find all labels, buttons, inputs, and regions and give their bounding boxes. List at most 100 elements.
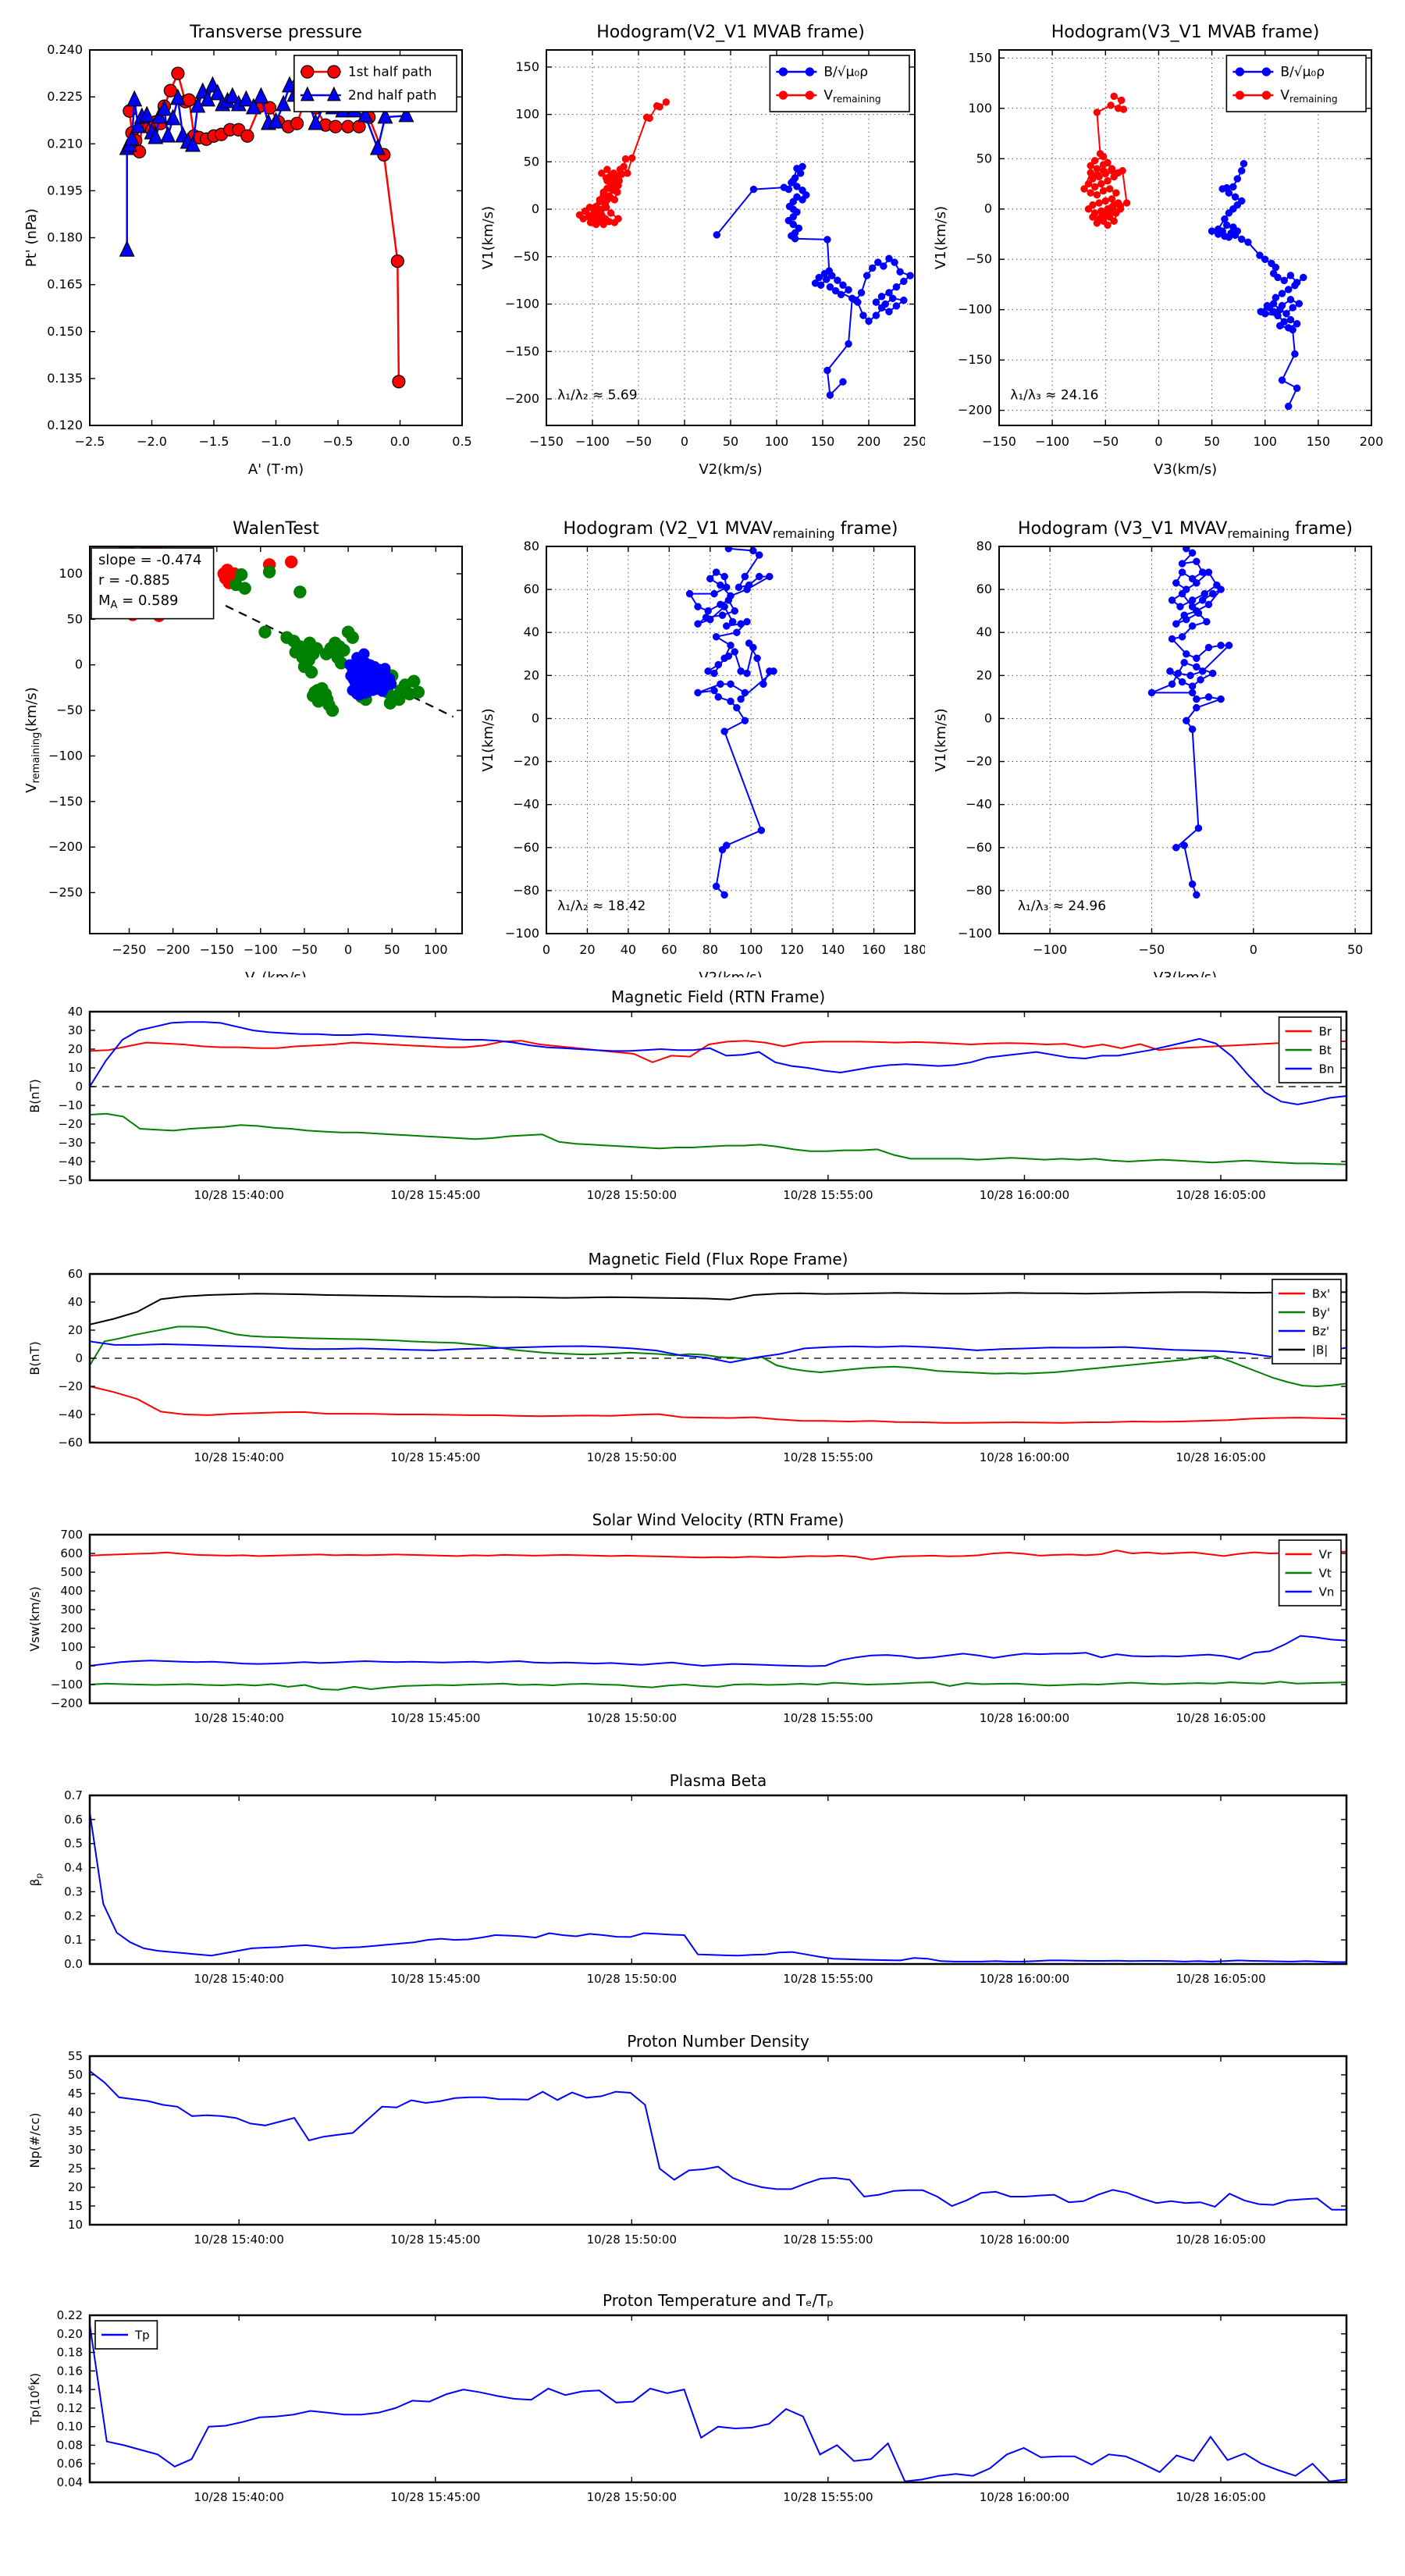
magnetic-field-rtn-plot: 10/28 15:40:00 10/28 15:45:00 10/28 15:50:… <box>16 977 1389 1219</box>
walen-test-plot: −250 −200 −150 −100 −50 0 50 100 −250 −200 −150 −10… <box>16 506 484 1005</box>
chart-title: Transverse pressure <box>189 23 362 42</box>
y-tick-label: −100 <box>51 1678 83 1692</box>
y-tick-label: −150 <box>958 352 992 367</box>
y-tick-label: 0.195 <box>47 183 83 197</box>
y-tick-label: 20 <box>68 1323 83 1337</box>
x-tick-label: 10/28 16:05:00 <box>1176 2490 1265 2504</box>
y-tick-label: 40 <box>976 624 992 639</box>
ticks: 10/28 15:40:00 10/28 15:45:00 10/28 15:50:… <box>68 2049 1346 2247</box>
y-tick-label: 0.225 <box>47 89 83 104</box>
y-tick-label: −60 <box>58 1436 83 1450</box>
series-Tp <box>90 2324 1346 2482</box>
series-group <box>90 2324 1346 2482</box>
y-axis-label: V1(km/s) <box>933 708 949 771</box>
x-tick-label: 150 <box>1307 434 1331 449</box>
x-tick-label: 10/28 16:00:00 <box>980 1711 1069 1725</box>
y-tick-label: 20 <box>68 1042 83 1056</box>
proton-temperature-plot: 10/28 15:40:00 10/28 15:45:00 10/28 15:50:… <box>16 2281 1389 2539</box>
x-tick-label: 10/28 15:55:00 <box>783 1972 873 1986</box>
y-tick-label: 0 <box>984 201 992 216</box>
y-tick-label: −200 <box>51 1696 83 1710</box>
ticks: −150 −100 −50 0 50 100 150 200 −200 −150 −100 −50 0 5… <box>958 50 1383 449</box>
y-tick-label: 0.2 <box>64 1909 83 1923</box>
series-Bz-prime <box>90 1340 1346 1364</box>
legend: Br Bt Bn <box>1278 1016 1342 1083</box>
x-tick-label: 180 <box>903 942 927 957</box>
y-tick-label: 0.1 <box>64 1933 83 1947</box>
markers-mid-points <box>229 565 425 717</box>
y-tick-label: −40 <box>58 1407 83 1421</box>
markers-B-path <box>1147 546 1233 899</box>
chart-hodogram-v2v1-mvav: 0 20 40 60 80 100 120 140 160 180 −100 −80 −60 −40 −20… <box>472 506 937 1005</box>
x-tick-label: 10/28 16:00:00 <box>980 2233 1069 2247</box>
y-tick-label: 0.3 <box>64 1884 83 1898</box>
series-B-path <box>688 547 776 896</box>
axes-frame <box>89 546 463 934</box>
chart-hodogram-v2v1-mvab: −150 −100 −50 0 50 100 150 200 250 −200 −150 −100 −5… <box>472 9 937 497</box>
y-tick-label: 0.7 <box>64 1788 83 1802</box>
y-tick-label: −250 <box>48 884 83 899</box>
legend-label: Vt <box>1319 1567 1332 1581</box>
x-tick-label: 0 <box>1250 942 1257 957</box>
y-tick-label: 60 <box>976 582 992 596</box>
y-tick-label: −50 <box>56 703 83 717</box>
y-tick-label: 700 <box>60 1528 83 1542</box>
y-tick-label: 150 <box>968 50 992 65</box>
markers-B-over-sqrt-mu0rho <box>1208 159 1307 411</box>
x-tick-label: 100 <box>765 434 789 449</box>
chart-title: Plasma Beta <box>670 1771 767 1790</box>
x-tick-label: 40 <box>621 942 636 957</box>
chart-transverse-pressure: −2.5 −2.0 −1.5 −1.0 −0.5 0.0 0.5 0.120 0.135 0.15… <box>16 9 484 497</box>
series-Np <box>90 2070 1346 2211</box>
x-tick-label: −100 <box>575 434 610 449</box>
x-tick-label: 50 <box>384 942 400 957</box>
markers-V-remaining <box>575 98 670 229</box>
series-Vn <box>90 1635 1346 1667</box>
y-tick-label: 400 <box>60 1584 83 1598</box>
axes-frame <box>88 1794 1348 1966</box>
ticks: −150 −100 −50 0 50 100 150 200 250 −200 −150 −100 −5… <box>505 50 927 449</box>
x-tick-label: 50 <box>1347 942 1363 957</box>
x-tick-label: 50 <box>723 434 738 449</box>
series-Vr <box>90 1550 1346 1560</box>
x-tick-label: 10/28 15:55:00 <box>783 1450 873 1464</box>
y-tick-label: 0 <box>75 657 83 672</box>
legend-label: Vremaining <box>1280 88 1337 105</box>
series-group <box>575 98 914 399</box>
x-tick-label: 60 <box>661 942 677 957</box>
y-tick-label: −10 <box>58 1098 83 1112</box>
x-tick-label: 10/28 15:55:00 <box>783 1188 873 1202</box>
x-tick-label: −200 <box>156 942 190 957</box>
legend-label: Vremaining <box>823 88 880 105</box>
x-tick-label: −50 <box>1139 942 1165 957</box>
legend-label: Br <box>1319 1025 1332 1039</box>
x-tick-label: 250 <box>903 434 927 449</box>
series-group <box>90 1812 1346 1963</box>
x-tick-label: −100 <box>244 942 278 957</box>
y-axis-label: Vremaining(km/s) <box>23 687 42 792</box>
x-tick-label: 10/28 15:40:00 <box>194 1711 284 1725</box>
x-tick-label: 100 <box>1253 434 1277 449</box>
y-tick-label: 80 <box>524 539 539 553</box>
markers-V-remaining <box>1080 92 1131 229</box>
ticks: 10/28 15:40:00 10/28 15:45:00 10/28 15:50:… <box>64 1788 1346 1986</box>
chart-walen-test: −250 −200 −150 −100 −50 0 50 100 −250 −200 −150 −10… <box>16 506 484 1005</box>
y-tick-label: −20 <box>966 754 992 769</box>
chart-title: Hodogram(V2_V1 MVAB frame) <box>596 23 865 42</box>
y-tick-label: 0 <box>532 710 539 725</box>
y-axis-label: βp <box>28 1873 44 1887</box>
series-beta-p <box>90 1812 1346 1963</box>
y-tick-label: −100 <box>505 926 539 941</box>
chart-hodogram-v3v1-mvav: −100 −50 0 50 −100 −80 −60 −40 −20 0 20 40 60 80 Hodog… <box>925 506 1393 1005</box>
series-group <box>90 1021 1346 1165</box>
y-tick-label: 0.150 <box>47 324 83 339</box>
x-tick-label: −2.0 <box>137 434 167 449</box>
hodogram-v3v1-mvab-plot: −150 −100 −50 0 50 100 150 200 −200 −150 −100 −50 0 5… <box>925 9 1393 497</box>
axes-frame <box>88 2314 1348 2484</box>
y-tick-label: 0.4 <box>64 1861 83 1875</box>
y-tick-label: 50 <box>68 2068 83 2082</box>
x-tick-label: 200 <box>1360 434 1384 449</box>
y-tick-label: 60 <box>68 1267 83 1281</box>
solar-wind-velocity-rtn-plot: 10/28 15:40:00 10/28 15:45:00 10/28 15:50:… <box>16 1500 1389 1742</box>
legend: Bx' By' Bz' |B| <box>1272 1279 1342 1364</box>
